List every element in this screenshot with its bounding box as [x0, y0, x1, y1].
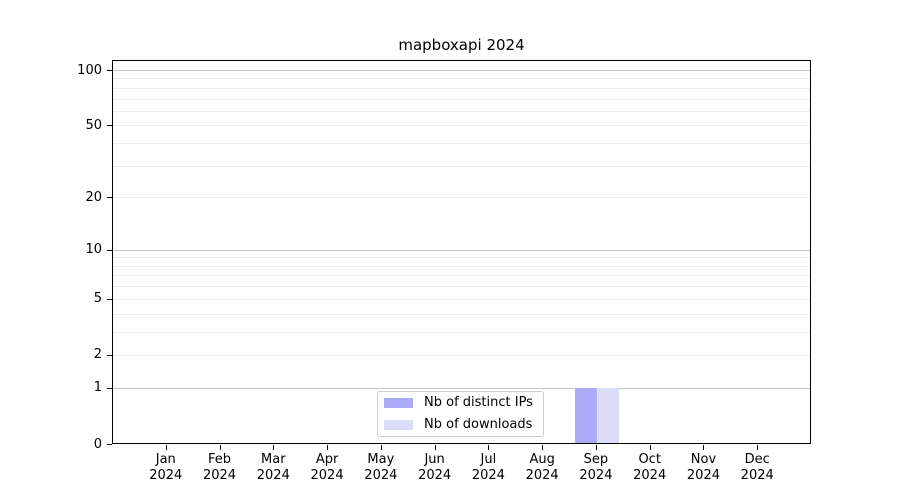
y-tick-label-2: 2: [93, 347, 102, 363]
x-tick-jun-2024: [434, 445, 436, 450]
x-tick-label-year: 2024: [310, 468, 344, 483]
x-tick-label-apr-2024: Apr 2024: [299, 452, 355, 484]
gridline-minor-90: [113, 78, 810, 80]
gridline-minor-50: [113, 125, 810, 127]
gridline-minor-40: [113, 143, 810, 145]
y-tick-label-5: 5: [93, 291, 102, 307]
x-tick-label-month: Jul: [480, 452, 497, 467]
gridline-minor-20: [113, 197, 810, 199]
y-tick-label-0: 0: [93, 436, 102, 452]
gridline-minor-80: [113, 87, 810, 89]
x-tick-oct-2024: [649, 445, 651, 450]
x-tick-may-2024: [380, 445, 382, 450]
x-tick-mar-2024: [273, 445, 275, 450]
x-tick-label-year: 2024: [633, 468, 667, 483]
y-tick-5: [107, 298, 112, 300]
y-tick-2: [107, 354, 112, 356]
y-tick-20: [107, 197, 112, 199]
x-tick-label-month: Oct: [638, 452, 661, 467]
x-tick-label-year: 2024: [740, 468, 774, 483]
x-tick-label-sep-2024: Sep 2024: [568, 452, 624, 484]
legend: Nb of distinct IPs Nb of downloads: [377, 391, 544, 437]
x-tick-label-month: Sep: [583, 452, 609, 467]
y-tick-10: [107, 249, 112, 251]
x-tick-label-month: Aug: [529, 452, 555, 467]
x-tick-label-feb-2024: Feb 2024: [192, 452, 248, 484]
x-tick-label-year: 2024: [202, 468, 237, 483]
y-tick-0: [107, 444, 112, 445]
x-tick-sep-2024: [595, 445, 597, 450]
x-tick-label-jan-2024: Jan 2024: [138, 452, 194, 484]
x-tick-label-oct-2024: Oct 2024: [622, 452, 678, 484]
x-tick-label-may-2024: May 2024: [353, 452, 409, 484]
y-tick-1: [107, 387, 112, 389]
y-tick-50: [107, 125, 112, 127]
x-tick-label-dec-2024: Dec 2024: [729, 452, 785, 484]
gridline-minor-6: [113, 286, 810, 288]
x-tick-label-year: 2024: [579, 468, 613, 483]
gridline-major-100: [113, 70, 810, 71]
gridline-minor-9: [113, 257, 810, 259]
gridline-minor-2: [113, 354, 810, 356]
x-tick-nov-2024: [703, 445, 705, 450]
legend-label-downloads: Nb of downloads: [424, 417, 533, 432]
x-tick-label-month: May: [367, 452, 395, 467]
x-tick-aug-2024: [542, 445, 544, 450]
y-tick-label-20: 20: [85, 189, 102, 205]
x-tick-label-year: 2024: [364, 468, 398, 483]
gridline-minor-70: [113, 98, 810, 100]
x-tick-label-year: 2024: [471, 468, 505, 483]
y-tick-label-1: 1: [93, 380, 102, 396]
y-tick-label-10: 10: [85, 242, 102, 258]
chart-title: mapboxapi 2024: [398, 36, 525, 54]
x-tick-label-month: Feb: [208, 452, 232, 467]
gridline-minor-4: [113, 313, 810, 315]
y-tick-label-50: 50: [85, 117, 102, 133]
gridline-minor-8: [113, 265, 810, 267]
x-tick-jan-2024: [165, 445, 167, 450]
gridline-minor-60: [113, 110, 810, 112]
x-tick-label-year: 2024: [525, 468, 559, 483]
gridline-minor-7: [113, 275, 810, 277]
x-tick-label-year: 2024: [418, 468, 452, 483]
x-tick-label-month: Dec: [744, 452, 770, 467]
legend-entry-distinct-ips: Nb of distinct IPs: [384, 393, 543, 413]
legend-swatch-distinct-ips: [384, 398, 413, 408]
x-tick-label-nov-2024: Nov 2024: [675, 452, 731, 484]
gridline-minor-30: [113, 165, 810, 167]
gridline-major-1: [113, 387, 810, 389]
x-tick-apr-2024: [327, 445, 329, 450]
x-tick-jul-2024: [488, 445, 490, 450]
x-tick-label-mar-2024: Mar 2024: [245, 452, 301, 484]
x-tick-label-month: Nov: [690, 452, 717, 467]
legend-entry-downloads: Nb of downloads: [384, 415, 543, 435]
legend-label-distinct-ips: Nb of distinct IPs: [424, 395, 533, 410]
x-tick-label-month: Jan: [155, 452, 176, 467]
x-tick-label-year: 2024: [149, 468, 183, 483]
y-tick-label-100: 100: [77, 62, 102, 78]
x-tick-label-year: 2024: [686, 468, 720, 483]
legend-swatch-downloads: [384, 420, 413, 430]
gridline-major-10: [113, 249, 810, 251]
x-tick-label-year: 2024: [256, 468, 290, 483]
x-tick-label-aug-2024: Aug 2024: [514, 452, 570, 484]
gridline-minor-3: [113, 331, 810, 333]
gridline-minor-5: [113, 298, 810, 300]
bar-nb-of-distinct-ips-sep-2024: [574, 387, 597, 443]
bar-nb-of-downloads-sep-2024: [596, 387, 619, 443]
x-tick-label-month: Jun: [424, 452, 445, 467]
x-tick-label-month: Apr: [315, 452, 339, 467]
x-tick-feb-2024: [219, 445, 221, 450]
x-tick-label-jun-2024: Jun 2024: [407, 452, 463, 484]
y-tick-100: [107, 70, 112, 71]
x-tick-dec-2024: [757, 445, 759, 450]
x-tick-label-jul-2024: Jul 2024: [460, 452, 516, 484]
x-tick-label-month: Mar: [261, 452, 286, 467]
plot-area: [112, 60, 811, 444]
